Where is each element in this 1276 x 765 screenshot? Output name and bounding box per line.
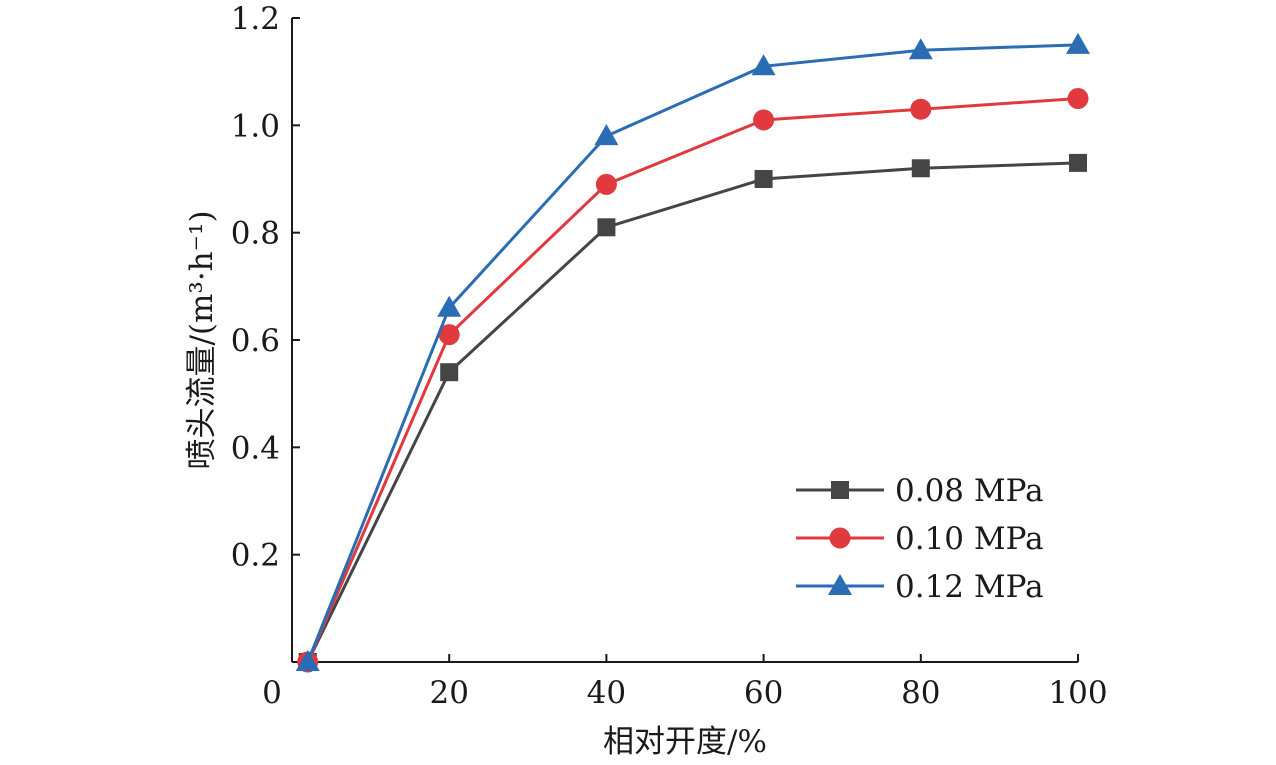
data-point <box>908 38 933 60</box>
series-0-12-mpa <box>295 32 1090 671</box>
legend-marker <box>828 574 852 595</box>
data-point <box>751 54 776 76</box>
series-line <box>306 43 1079 663</box>
x-tick-label: 40 <box>587 675 626 711</box>
y-tick-label: 1.0 <box>231 108 280 144</box>
x-tick-label: 20 <box>429 675 468 711</box>
y-tick-label: 0.8 <box>231 216 280 252</box>
data-point <box>437 295 462 317</box>
data-point <box>1066 32 1090 54</box>
data-point <box>440 363 459 382</box>
x-tick-label: 80 <box>901 675 940 711</box>
data-point <box>597 218 616 237</box>
legend-item: 0.08 MPa <box>796 473 1044 509</box>
series-line <box>306 97 1079 663</box>
data-point <box>910 98 932 120</box>
legend-label: 0.10 MPa <box>895 521 1044 557</box>
data-point <box>911 159 930 178</box>
data-point <box>1069 153 1087 172</box>
legend-label: 0.12 MPa <box>895 569 1044 605</box>
x-tick-label: 0 <box>262 675 282 711</box>
y-tick-label: 0.4 <box>231 430 280 466</box>
data-point <box>754 170 773 188</box>
legend-item: 0.10 MPa <box>796 521 1044 557</box>
y-tick-label: 1.2 <box>231 1 280 37</box>
y-tick-label: 0.2 <box>231 538 280 574</box>
data-point <box>1067 88 1089 109</box>
data-point <box>595 173 617 195</box>
x-axis-title: 相对开度/% <box>603 724 767 760</box>
tick-group: 0 20 40 60 80 100 0.2 0.4 0.6 0.8 1.0 1.2 <box>231 1 1108 711</box>
data-point <box>295 650 320 671</box>
x-tick-label: 60 <box>744 675 783 711</box>
legend-item: 0.12 MPa <box>796 569 1044 605</box>
series-0-10-mpa <box>297 88 1089 673</box>
series-group <box>295 32 1090 673</box>
y-tick-label: 0.6 <box>231 323 280 359</box>
data-point <box>753 109 775 131</box>
axes <box>291 18 1078 663</box>
legend: 0.08 MPa 0.10 MPa 0.12 MPa <box>796 473 1044 605</box>
legend-marker <box>831 481 849 499</box>
data-point <box>594 124 619 146</box>
y-axis-title: 喷头流量/(m³·h⁻¹) <box>184 210 220 469</box>
legend-label: 0.08 MPa <box>895 473 1044 509</box>
legend-marker <box>829 527 851 549</box>
series-line <box>306 161 1079 663</box>
x-tick-label: 100 <box>1048 675 1107 711</box>
data-point <box>438 324 460 346</box>
